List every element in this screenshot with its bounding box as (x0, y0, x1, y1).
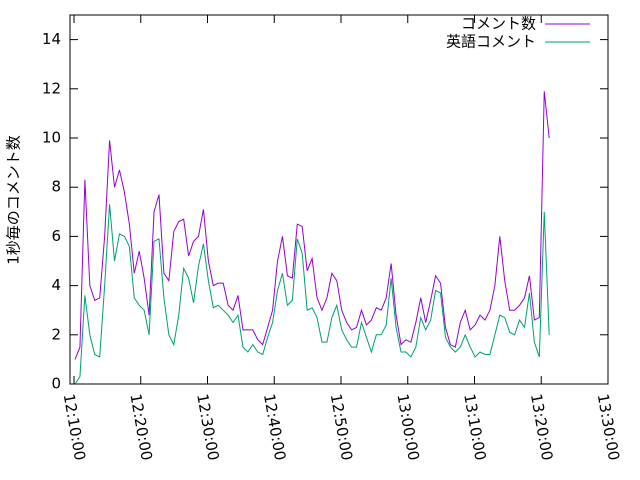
series-line (74, 204, 550, 385)
plot-frame (69, 14, 609, 385)
x-tick-label: 12:30:00 (193, 392, 222, 461)
x-tick-label: 13:10:00 (460, 392, 489, 461)
y-axis-label: 1秒毎のコメント数 (5, 135, 23, 265)
x-tick-label: 12:50:00 (327, 392, 356, 461)
y-tick-label: 14 (42, 30, 61, 48)
x-tick-label: 13:30:00 (594, 392, 623, 461)
series-line (74, 91, 550, 360)
x-tick-label: 13:00:00 (393, 392, 422, 461)
x-tick-label: 12:40:00 (260, 392, 289, 461)
y-tick-label: 6 (51, 227, 61, 245)
y-tick-label: 0 (51, 375, 61, 393)
y-tick-label: 4 (51, 276, 61, 294)
y-tick-label: 8 (51, 178, 61, 196)
legend-label: 英語コメント (446, 33, 536, 51)
legend-label: コメント数 (461, 15, 536, 33)
x-tick-label: 12:10:00 (60, 392, 89, 461)
y-tick-label: 2 (51, 325, 61, 343)
y-tick-label: 10 (42, 129, 61, 147)
x-tick-label: 12:20:00 (126, 392, 155, 461)
x-tick-label: 13:20:00 (527, 392, 556, 461)
y-tick-label: 12 (42, 79, 61, 97)
